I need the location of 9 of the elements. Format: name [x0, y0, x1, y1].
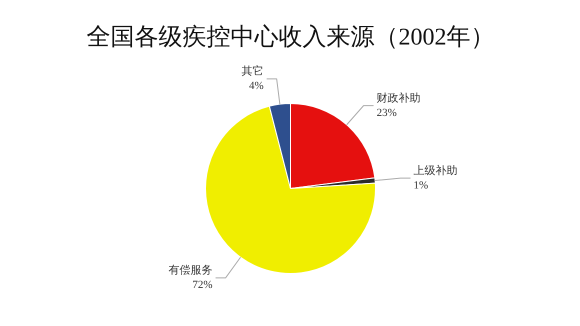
- data-label: 72%: [192, 279, 213, 292]
- slice-label: 有偿服务: [168, 264, 213, 277]
- slice-label: 财政补助: [376, 91, 421, 104]
- data-label: 1%: [414, 179, 428, 192]
- data-label: 23%: [376, 106, 397, 119]
- chart-title: 全国各级疾控中心收入来源（2002年）: [86, 24, 494, 50]
- data-label: 4%: [248, 80, 264, 92]
- slice-label: 上级补助: [414, 164, 458, 177]
- slice-label: 其它: [242, 64, 264, 78]
